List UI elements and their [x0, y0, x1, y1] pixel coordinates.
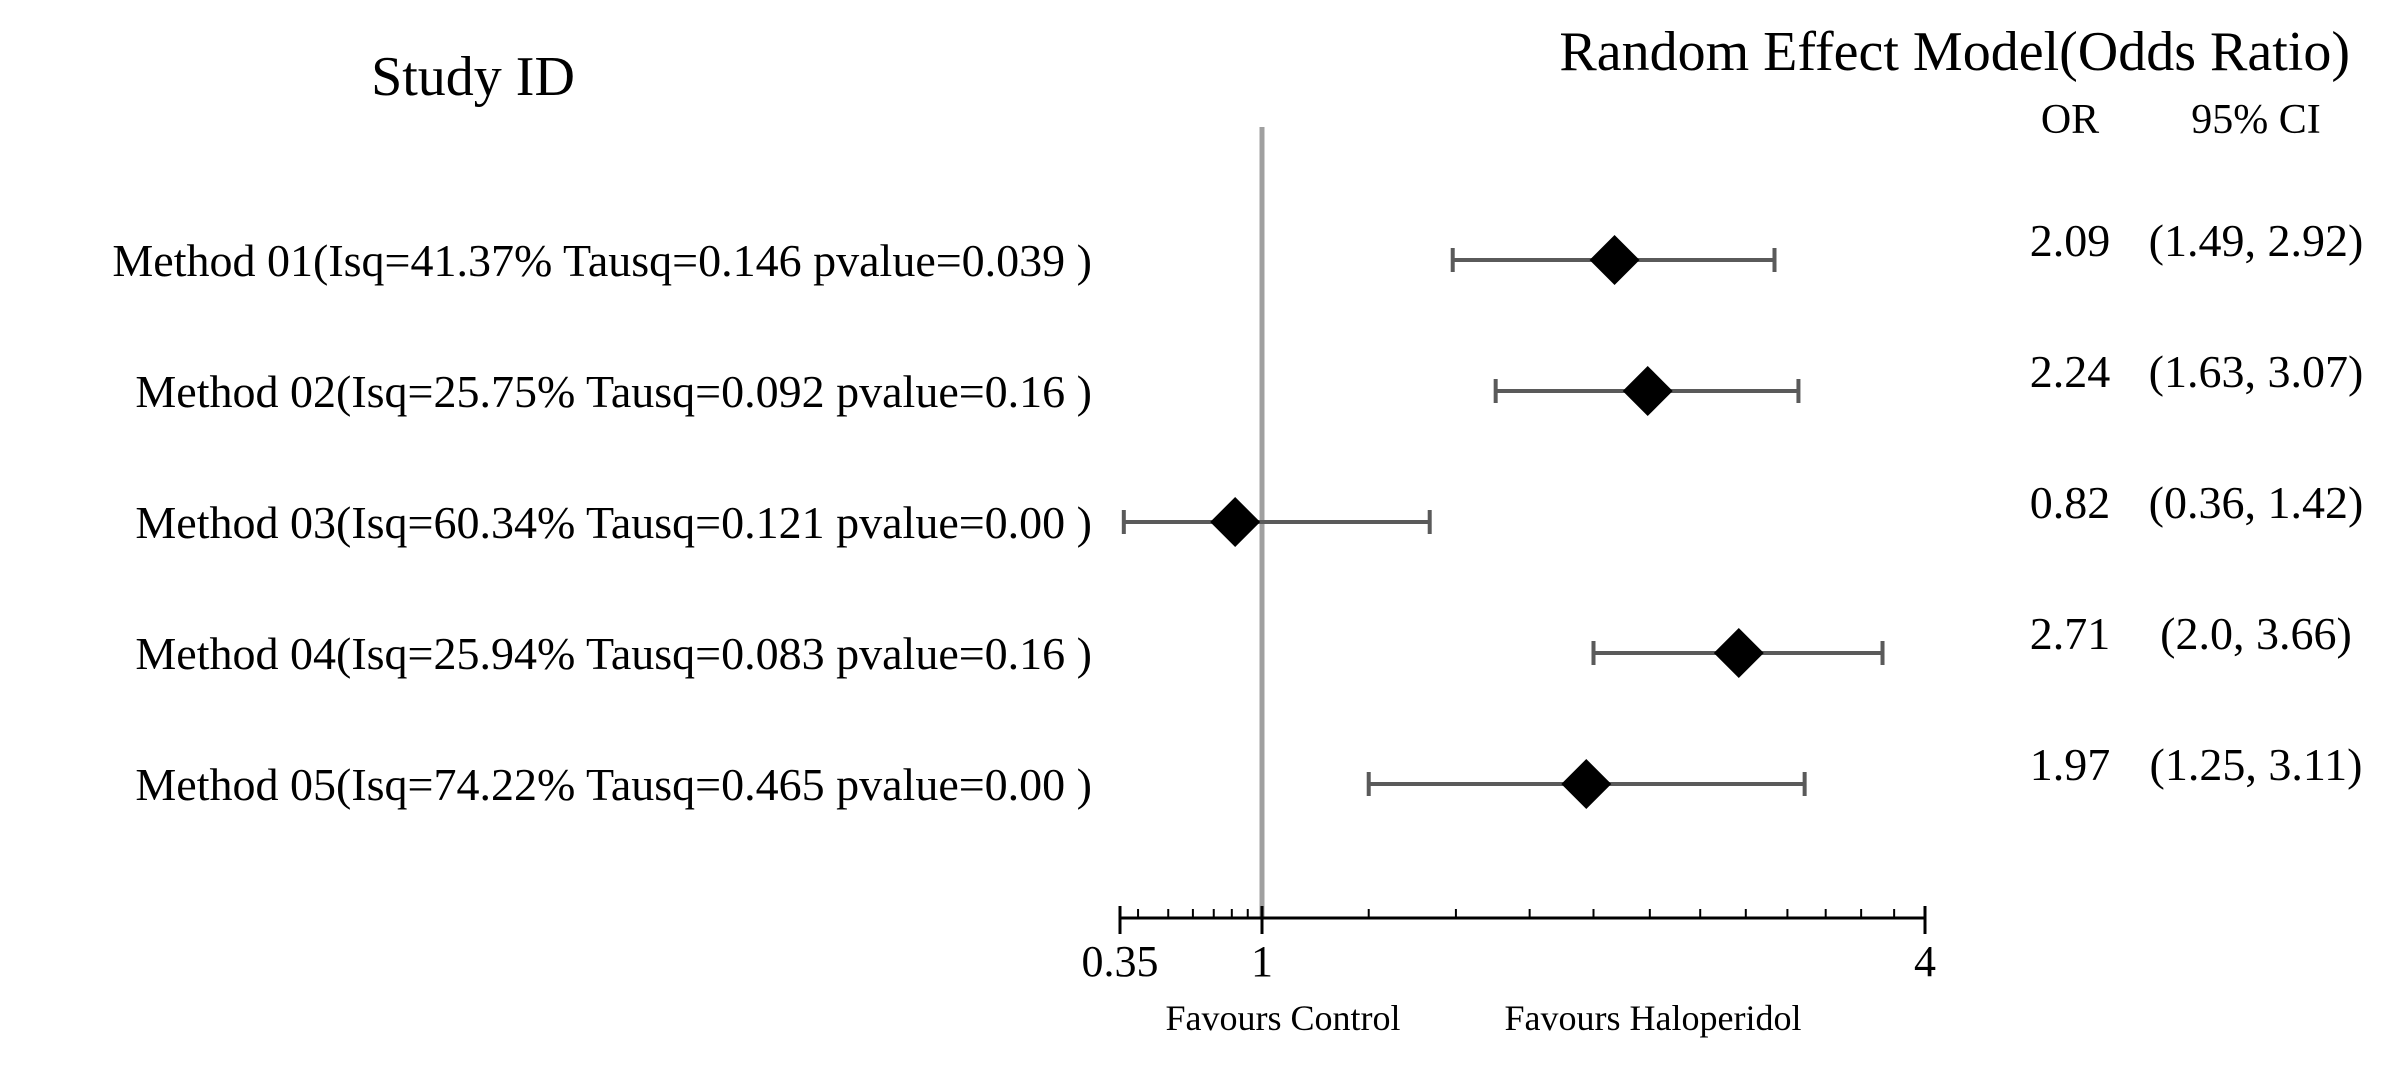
odds-ratio-diamond [1589, 235, 1640, 285]
ci-value: (2.0, 3.66) [2160, 608, 2352, 659]
ci-value: (1.49, 2.92) [2149, 215, 2364, 266]
study-id-header: Study ID [371, 46, 575, 108]
study-label: Method 03(Isq=60.34% Tausq=0.121 pvalue=… [135, 497, 1092, 548]
or-value: 2.71 [2030, 608, 2111, 659]
x-tick-label: 1 [1251, 937, 1273, 986]
favours-control-label: Favours Control [1165, 998, 1400, 1038]
or-value: 1.97 [2030, 739, 2111, 790]
or-value: 2.09 [2030, 215, 2111, 266]
study-label: Method 04(Isq=25.94% Tausq=0.083 pvalue=… [135, 628, 1092, 679]
odds-ratio-diamond [1713, 628, 1764, 678]
study-row: Method 05(Isq=74.22% Tausq=0.465 pvalue=… [135, 739, 2362, 810]
study-row: Method 02(Isq=25.75% Tausq=0.092 pvalue=… [135, 346, 2363, 417]
x-tick-label: 0.35 [1082, 937, 1159, 986]
odds-ratio-diamond [1210, 497, 1261, 547]
study-row: Method 03(Isq=60.34% Tausq=0.121 pvalue=… [135, 477, 2363, 548]
odds-ratio-diamond [1561, 759, 1612, 809]
ci-column-header: 95% CI [2191, 97, 2321, 143]
chart-title: Random Effect Model(Odds Ratio) [1559, 21, 2350, 83]
or-column-header: OR [2041, 97, 2099, 143]
study-row: Method 04(Isq=25.94% Tausq=0.083 pvalue=… [135, 608, 2351, 679]
study-label: Method 02(Isq=25.75% Tausq=0.092 pvalue=… [135, 366, 1092, 417]
odds-ratio-diamond [1622, 366, 1673, 416]
study-label: Method 05(Isq=74.22% Tausq=0.465 pvalue=… [135, 759, 1092, 810]
ci-value: (1.63, 3.07) [2149, 346, 2364, 397]
study-label: Method 01(Isq=41.37% Tausq=0.146 pvalue=… [112, 235, 1092, 286]
study-row: Method 01(Isq=41.37% Tausq=0.146 pvalue=… [112, 215, 2363, 286]
or-value: 2.24 [2030, 346, 2111, 397]
or-value: 0.82 [2030, 477, 2111, 528]
favours-haloperidol-label: Favours Haloperidol [1505, 998, 1802, 1038]
ci-value: (0.36, 1.42) [2149, 477, 2364, 528]
ci-value: (1.25, 3.11) [2150, 739, 2363, 790]
x-tick-label: 4 [1914, 937, 1936, 986]
